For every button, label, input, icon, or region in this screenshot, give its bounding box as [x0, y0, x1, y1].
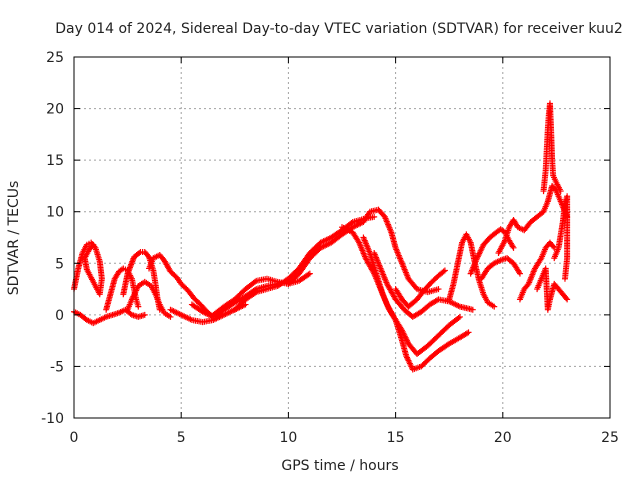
data-point: [455, 314, 462, 321]
series-pass-u: [534, 265, 571, 313]
plot-frame: [73, 56, 611, 419]
data-point: [563, 295, 570, 302]
data-point: [550, 243, 557, 250]
data-point: [306, 270, 313, 277]
data-point: [440, 268, 447, 275]
data-point: [516, 270, 523, 277]
data-point: [491, 303, 498, 310]
data-point: [557, 188, 564, 195]
data-point: [564, 296, 571, 303]
data-point: [135, 303, 142, 310]
series-pass-d: [120, 248, 163, 313]
data-point: [441, 267, 448, 274]
data-point: [89, 243, 96, 250]
data-point: [90, 241, 97, 248]
data-points: [71, 100, 571, 373]
y-tick-label: 10: [46, 205, 64, 221]
series-pass-w: [551, 193, 571, 282]
series-pass-n: [371, 249, 476, 320]
y-axis-label: SDTVAR / TECUs: [6, 181, 22, 296]
x-tick-label: 15: [387, 430, 405, 446]
y-tick-label: 0: [55, 308, 64, 324]
y-tick-label: 5: [55, 256, 64, 272]
series-pass-e: [124, 278, 174, 320]
data-point: [167, 313, 174, 320]
series-pass-q: [467, 226, 517, 277]
x-tick-label: 0: [70, 430, 79, 446]
series-pass-m: [360, 234, 463, 358]
x-tick-label: 10: [279, 430, 297, 446]
data-point: [251, 278, 258, 285]
y-tick-label: -10: [41, 411, 64, 427]
x-axis-label: GPS time / hours: [281, 458, 398, 474]
y-tick-label: -5: [50, 359, 64, 375]
y-tick-label: 15: [46, 153, 64, 169]
chart-title: Day 014 of 2024, Sidereal Day-to-day VTE…: [55, 21, 623, 37]
y-tick-label: 20: [46, 102, 64, 118]
series-pass-b: [71, 306, 148, 327]
data-point: [510, 244, 517, 251]
data-point: [348, 220, 355, 227]
x-axis-ticks: 0 5 10 15 20 25: [70, 57, 619, 446]
data-point: [141, 311, 148, 318]
y-axis-ticks: -10 -5 0 5 10 15 20 25: [41, 50, 610, 427]
data-point: [136, 249, 143, 256]
x-tick-label: 25: [601, 430, 619, 446]
series-pass-o: [392, 267, 448, 310]
data-point: [469, 306, 476, 313]
series-pass-s: [495, 182, 571, 256]
data-point: [435, 286, 442, 293]
x-tick-label: 5: [177, 430, 186, 446]
series-pass-a: [71, 239, 105, 298]
data-point: [305, 271, 312, 278]
y-tick-label: 25: [46, 50, 64, 66]
series-pass-v: [540, 100, 564, 195]
data-point: [561, 275, 568, 282]
data-point: [456, 313, 463, 320]
data-point: [251, 290, 258, 297]
series-pass-t: [516, 239, 558, 303]
data-point: [465, 329, 472, 336]
x-tick-label: 20: [494, 430, 512, 446]
series-pass-r: [478, 255, 523, 282]
grid-lines: [74, 57, 610, 418]
data-point: [371, 213, 378, 220]
